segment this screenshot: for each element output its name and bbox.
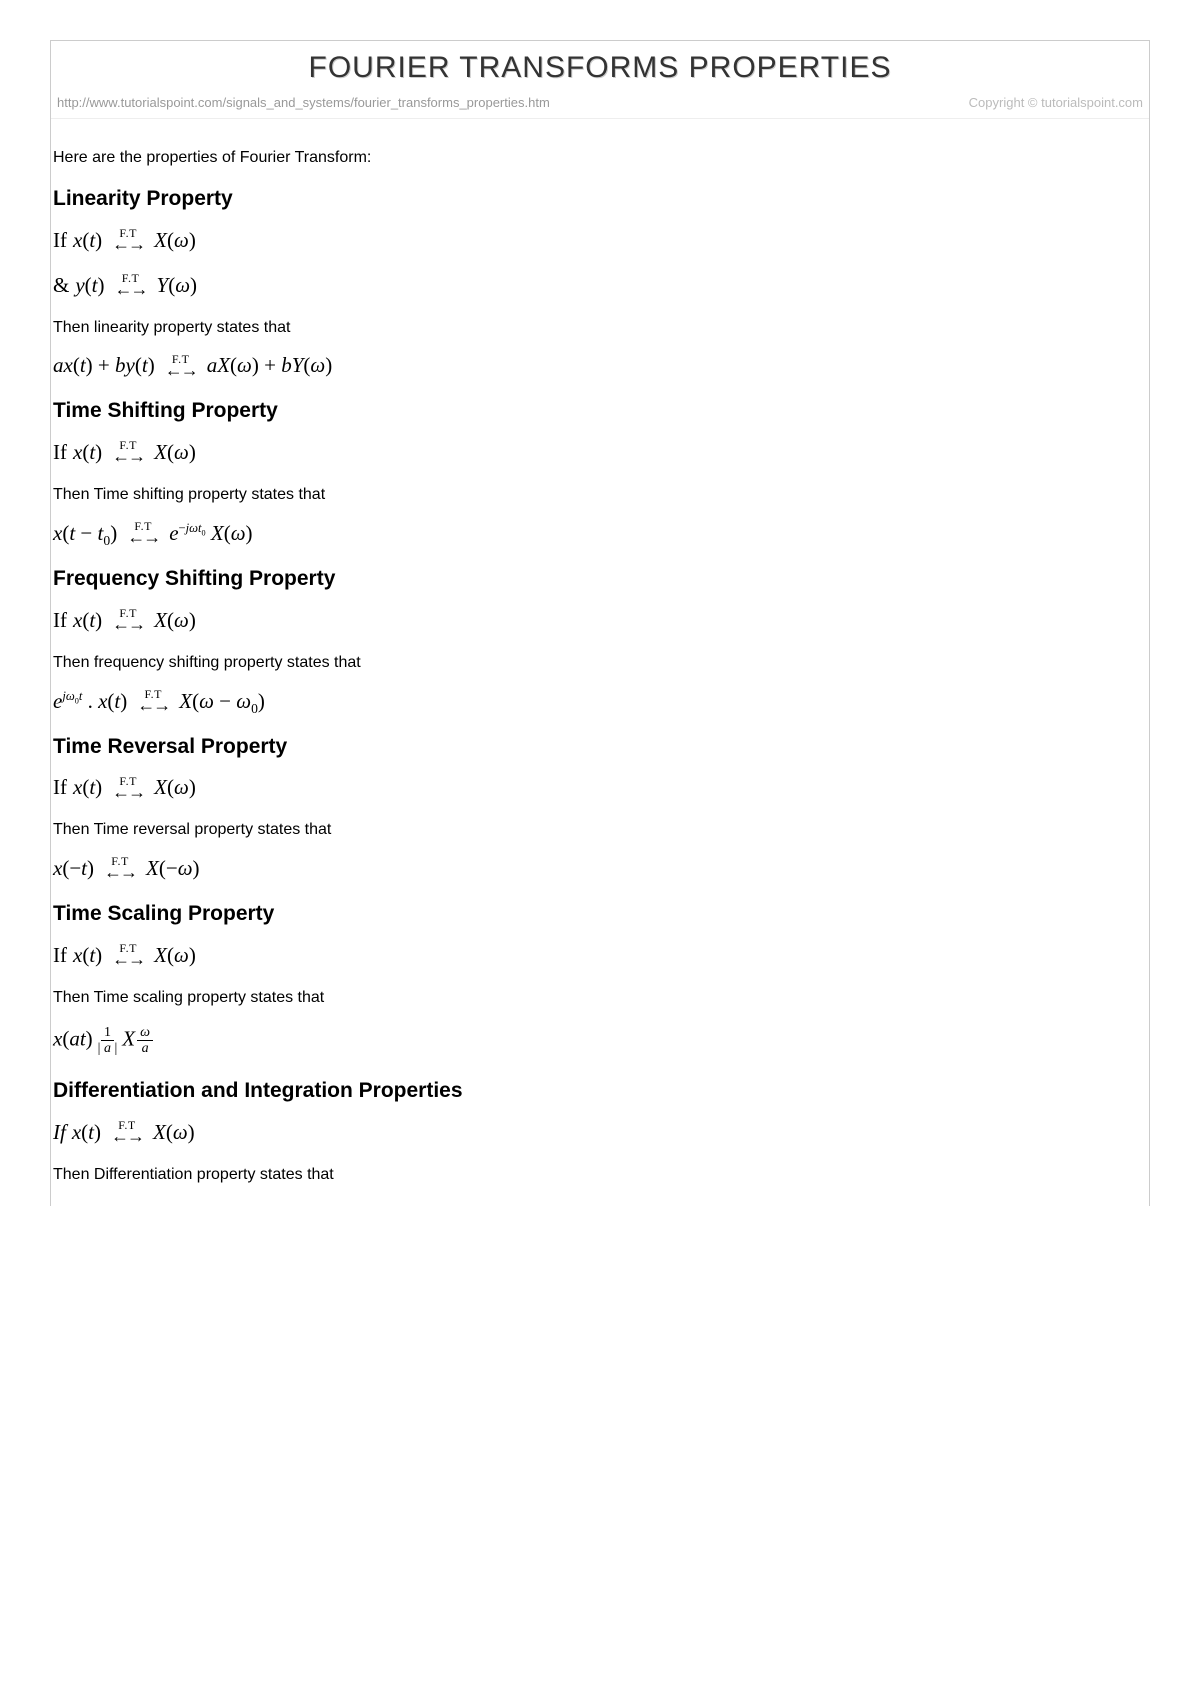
math-expr: x(−t) bbox=[53, 858, 94, 879]
math-expr: X(ω) bbox=[154, 945, 196, 966]
prefix-if: If bbox=[53, 777, 67, 798]
body-linearity: Then linearity property states that bbox=[53, 319, 1147, 337]
math-expr: y(t) bbox=[75, 275, 104, 296]
math-expr: X(ω) bbox=[154, 230, 196, 251]
body-time-reversal: Then Time reversal property states that bbox=[53, 821, 1147, 839]
math-expr: ax(t) + by(t) bbox=[53, 355, 155, 376]
math-expr: x(t) bbox=[72, 1122, 101, 1143]
ft-arrow-icon: F.T ←→ bbox=[104, 855, 136, 878]
math-expr: aX(ω) + bY(ω) bbox=[207, 355, 333, 376]
heading-linearity: Linearity Property bbox=[53, 187, 1147, 211]
ft-arrow-icon: F.T ←→ bbox=[127, 520, 159, 543]
prefix-if: If bbox=[53, 610, 67, 631]
prefix-if: If bbox=[53, 1122, 66, 1143]
math-expr: x(t − t0) bbox=[53, 523, 117, 544]
math-expr: ejω0t . x(t) bbox=[53, 691, 127, 712]
intro-text: Here are the properties of Fourier Trans… bbox=[53, 149, 1147, 167]
formula-time-reversal-result: x(−t) F.T ←→ X(−ω) bbox=[53, 857, 1147, 880]
formula-time-reversal-1: If x(t) F.T ←→ X(ω) bbox=[53, 777, 1147, 800]
heading-time-scaling: Time Scaling Property bbox=[53, 902, 1147, 926]
math-expr: X(ω) bbox=[154, 777, 196, 798]
ft-arrow-icon: F.T ←→ bbox=[112, 607, 144, 630]
formula-linearity-result: ax(t) + by(t) F.T ←→ aX(ω) + bY(ω) bbox=[53, 355, 1147, 378]
heading-time-shifting: Time Shifting Property bbox=[53, 399, 1147, 423]
formula-linearity-2: & y(t) F.T ←→ Y(ω) bbox=[53, 274, 1147, 297]
formula-freq-shifting-result: ejω0t . x(t) F.T ←→ X(ω − ω0) bbox=[53, 690, 1147, 713]
formula-time-scaling-1: If x(t) F.T ←→ X(ω) bbox=[53, 944, 1147, 967]
math-expr: x(t) bbox=[73, 230, 102, 251]
math-expr: X(ω) bbox=[154, 442, 196, 463]
ft-arrow-icon: F.T ←→ bbox=[111, 1119, 143, 1142]
math-expr: X(−ω) bbox=[146, 858, 200, 879]
formula-diff-int-1: If x(t) F.T ←→ X(ω) bbox=[53, 1121, 1147, 1144]
prefix-and: & bbox=[53, 275, 69, 296]
ft-arrow-icon: F.T ←→ bbox=[112, 942, 144, 965]
heading-freq-shifting: Frequency Shifting Property bbox=[53, 567, 1147, 591]
math-expr: x(t) bbox=[73, 777, 102, 798]
content-area: Here are the properties of Fourier Trans… bbox=[51, 119, 1149, 1206]
formula-freq-shifting-1: If x(t) F.T ←→ X(ω) bbox=[53, 609, 1147, 632]
math-expr: X(ω − ω0) bbox=[179, 691, 265, 712]
source-url-link[interactable]: http://www.tutorialspoint.com/signals_an… bbox=[57, 95, 550, 110]
math-expr: e−jωt0 X(ω) bbox=[169, 523, 252, 544]
math-expr: Y(ω) bbox=[157, 275, 198, 296]
page-title: FOURIER TRANSFORMS PROPERTIES bbox=[309, 51, 892, 84]
math-expr: x(t) bbox=[73, 610, 102, 631]
formula-time-shifting-result: x(t − t0) F.T ←→ e−jωt0 X(ω) bbox=[53, 522, 1147, 545]
title-row: FOURIER TRANSFORMS PROPERTIES bbox=[51, 41, 1149, 91]
body-time-shifting: Then Time shifting property states that bbox=[53, 486, 1147, 504]
formula-time-scaling-result: x(at)1| a |Xωa bbox=[53, 1025, 1147, 1057]
formula-time-shifting-1: If x(t) F.T ←→ X(ω) bbox=[53, 441, 1147, 464]
document-page: FOURIER TRANSFORMS PROPERTIES http://www… bbox=[50, 40, 1150, 1206]
body-freq-shifting: Then frequency shifting property states … bbox=[53, 654, 1147, 672]
ft-arrow-icon: F.T ←→ bbox=[137, 688, 169, 711]
body-diff-int: Then Differentiation property states tha… bbox=[53, 1166, 1147, 1184]
url-row: http://www.tutorialspoint.com/signals_an… bbox=[51, 91, 1149, 119]
ft-arrow-icon: F.T ←→ bbox=[112, 227, 144, 250]
formula-linearity-1: If x(t) F.T ←→ X(ω) bbox=[53, 229, 1147, 252]
math-expr: x(t) bbox=[73, 442, 102, 463]
heading-time-reversal: Time Reversal Property bbox=[53, 735, 1147, 759]
math-expr: x(at)1| a |Xωa bbox=[53, 1025, 155, 1057]
prefix-if: If bbox=[53, 442, 67, 463]
ft-arrow-icon: F.T ←→ bbox=[112, 775, 144, 798]
copyright-text: Copyright © tutorialspoint.com bbox=[969, 95, 1143, 110]
math-expr: X(ω) bbox=[153, 1122, 195, 1143]
ft-arrow-icon: F.T ←→ bbox=[165, 353, 197, 376]
ft-arrow-icon: F.T ←→ bbox=[115, 272, 147, 295]
math-expr: X(ω) bbox=[154, 610, 196, 631]
heading-diff-int: Differentiation and Integration Properti… bbox=[53, 1079, 1147, 1103]
body-time-scaling: Then Time scaling property states that bbox=[53, 989, 1147, 1007]
ft-arrow-icon: F.T ←→ bbox=[112, 439, 144, 462]
prefix-if: If bbox=[53, 230, 67, 251]
prefix-if: If bbox=[53, 945, 67, 966]
math-expr: x(t) bbox=[73, 945, 102, 966]
